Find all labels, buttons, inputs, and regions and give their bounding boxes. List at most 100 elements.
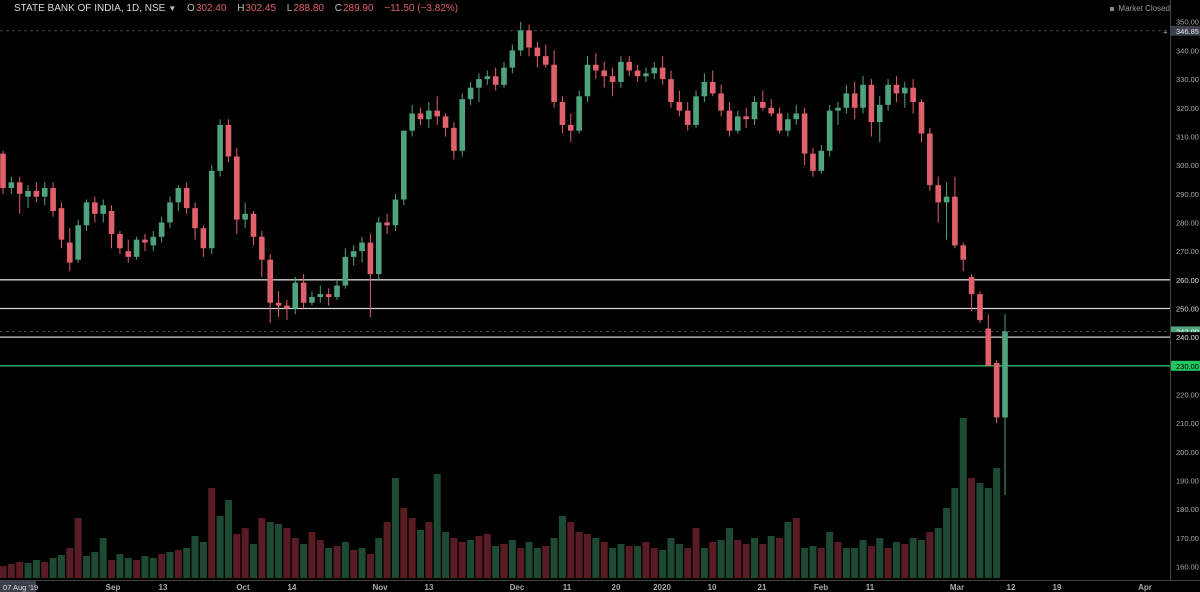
candle-body bbox=[325, 294, 332, 297]
x-tick-label: 11 bbox=[563, 583, 572, 592]
candle bbox=[793, 104, 800, 125]
price-marker-box bbox=[1171, 326, 1200, 337]
candle-body bbox=[651, 67, 658, 74]
candle-body bbox=[960, 245, 967, 260]
time-axis[interactable]: Sep 13 Oct 14 Nov 13 Dec 11 20 2020 10 21 Feb 11 Mar 12… bbox=[0, 580, 1200, 592]
high-label: H bbox=[237, 3, 245, 14]
candle-body bbox=[693, 96, 699, 125]
candle-body bbox=[217, 124, 223, 171]
volume-bar bbox=[483, 534, 491, 578]
candle bbox=[726, 102, 733, 137]
horizontal-lines bbox=[0, 30, 1170, 367]
candle-body bbox=[167, 202, 173, 223]
candle bbox=[534, 41, 541, 68]
candle bbox=[125, 239, 132, 263]
open-value: 302.40 bbox=[195, 3, 227, 14]
candle-body bbox=[267, 259, 273, 303]
volume-bar bbox=[684, 548, 692, 578]
y-tick-label: 330.00 bbox=[1176, 75, 1199, 84]
price-axis[interactable]: 160.00 170.00 180.00 190.00 200.00 210.00 220.… bbox=[1163, 0, 1200, 592]
volume-bar bbox=[333, 546, 341, 578]
volume-bar bbox=[66, 548, 74, 578]
volume-bar bbox=[74, 518, 82, 578]
low-label: L bbox=[286, 3, 293, 14]
symbol-title[interactable]: STATE BANK OF INDIA, 1D, NSE bbox=[14, 3, 166, 14]
volume-bar bbox=[909, 538, 917, 578]
volume-bar bbox=[283, 528, 291, 578]
candle bbox=[58, 202, 65, 249]
candle-body bbox=[902, 87, 908, 94]
candle bbox=[401, 130, 407, 206]
y-tick-label: 190.00 bbox=[1176, 477, 1199, 486]
candle bbox=[826, 104, 833, 157]
y-tick-label: 220.00 bbox=[1176, 390, 1199, 399]
candle bbox=[342, 248, 349, 289]
y-tick-label: 320.00 bbox=[1176, 104, 1199, 113]
volume-bar bbox=[266, 522, 274, 578]
candle-body bbox=[584, 64, 591, 97]
candle-body bbox=[551, 64, 557, 103]
volume-layer bbox=[0, 418, 1001, 578]
close-value: 289.90 bbox=[342, 3, 374, 14]
candle bbox=[768, 99, 774, 117]
candle bbox=[392, 193, 399, 232]
candle bbox=[92, 196, 98, 223]
x-tick-label: Dec bbox=[510, 583, 525, 592]
candle-body bbox=[985, 328, 992, 366]
candle bbox=[584, 56, 591, 103]
volume-bar bbox=[634, 546, 642, 578]
candle-body bbox=[459, 99, 466, 151]
candle-body bbox=[33, 190, 40, 197]
candle bbox=[785, 113, 791, 137]
candle-body bbox=[1002, 331, 1008, 418]
candle-body bbox=[492, 76, 499, 85]
candle bbox=[776, 107, 783, 134]
candle-body bbox=[8, 182, 15, 189]
volume-bar bbox=[625, 546, 633, 578]
volume-bar bbox=[83, 556, 90, 578]
candle-body bbox=[409, 113, 415, 131]
candle-body bbox=[793, 113, 800, 120]
volume-bar bbox=[851, 548, 859, 578]
volume-bar bbox=[675, 544, 683, 578]
volume-bar bbox=[291, 538, 299, 578]
candle-body bbox=[108, 210, 115, 234]
volume-bar bbox=[892, 542, 900, 578]
candle-body bbox=[309, 297, 315, 303]
candle bbox=[16, 176, 23, 214]
volume-bar bbox=[784, 522, 792, 578]
candle-body bbox=[826, 110, 833, 151]
candle bbox=[375, 216, 382, 280]
volume-bar bbox=[976, 483, 984, 578]
volume-bar bbox=[7, 564, 15, 578]
x-tick-label: 10 bbox=[708, 583, 717, 592]
candle bbox=[526, 24, 532, 57]
candle bbox=[167, 196, 173, 229]
price-axis-bg bbox=[1170, 0, 1200, 592]
candle-body bbox=[0, 153, 6, 189]
price-marker-label: 250.00 bbox=[1176, 304, 1199, 313]
candle-body bbox=[517, 30, 524, 51]
candle-body bbox=[943, 196, 950, 203]
candle bbox=[467, 81, 474, 105]
candle bbox=[517, 21, 524, 57]
candle bbox=[643, 67, 649, 82]
candle-body bbox=[568, 124, 574, 131]
candle bbox=[693, 90, 699, 128]
candle bbox=[943, 182, 950, 240]
candle-body bbox=[760, 102, 766, 108]
candle bbox=[442, 113, 449, 137]
volume-bar bbox=[533, 548, 541, 578]
candle bbox=[208, 165, 215, 254]
candle bbox=[618, 56, 624, 88]
volume-bar bbox=[926, 532, 934, 578]
volume-bar bbox=[984, 488, 992, 578]
candle-body bbox=[225, 124, 232, 157]
candle bbox=[75, 219, 81, 263]
candle bbox=[41, 182, 48, 206]
candle-body bbox=[768, 107, 774, 114]
chevron-down-icon[interactable]: ▼ bbox=[168, 4, 177, 13]
candle-body bbox=[208, 170, 215, 249]
candle bbox=[476, 73, 482, 103]
